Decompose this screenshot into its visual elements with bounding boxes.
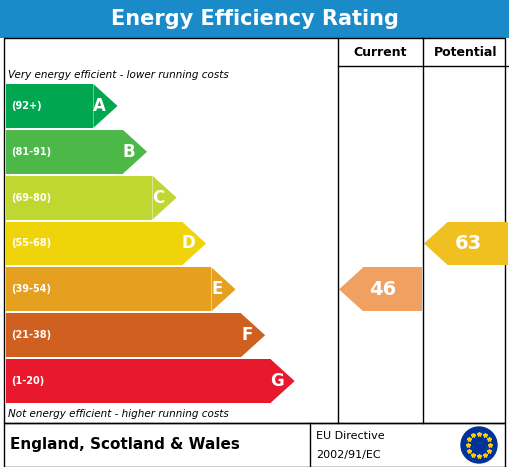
- Bar: [6, 84, 93, 128]
- Bar: [6, 268, 211, 311]
- Bar: [448, 221, 508, 265]
- Text: Not energy efficient - higher running costs: Not energy efficient - higher running co…: [8, 409, 229, 419]
- Text: B: B: [123, 143, 135, 161]
- Text: F: F: [241, 326, 252, 344]
- Text: E: E: [212, 280, 223, 298]
- Text: (21-38): (21-38): [11, 330, 51, 340]
- Bar: [6, 359, 270, 403]
- Text: (69-80): (69-80): [11, 193, 51, 203]
- Polygon shape: [424, 221, 448, 265]
- Polygon shape: [182, 221, 206, 265]
- Bar: [6, 130, 123, 174]
- Polygon shape: [270, 359, 295, 403]
- Text: (55-68): (55-68): [11, 239, 51, 248]
- Bar: [363, 268, 422, 311]
- Bar: [4, 423, 505, 467]
- Circle shape: [461, 427, 497, 463]
- Text: Current: Current: [354, 45, 407, 58]
- Bar: [6, 176, 152, 219]
- Polygon shape: [152, 176, 177, 219]
- Text: A: A: [93, 97, 106, 115]
- Text: (92+): (92+): [11, 101, 42, 111]
- Polygon shape: [241, 313, 265, 357]
- Text: Very energy efficient - lower running costs: Very energy efficient - lower running co…: [8, 70, 229, 80]
- Bar: [4, 38, 505, 423]
- Text: C: C: [152, 189, 164, 206]
- Text: EU Directive: EU Directive: [316, 431, 385, 441]
- Polygon shape: [211, 268, 236, 311]
- Polygon shape: [93, 84, 118, 128]
- Polygon shape: [339, 268, 363, 311]
- Text: Energy Efficiency Rating: Energy Efficiency Rating: [110, 9, 399, 29]
- Text: 46: 46: [370, 280, 397, 299]
- Bar: [0, 0, 509, 38]
- Text: (81-91): (81-91): [11, 147, 51, 157]
- Polygon shape: [123, 130, 147, 174]
- Text: D: D: [181, 234, 195, 253]
- Text: (39-54): (39-54): [11, 284, 51, 294]
- Text: G: G: [270, 372, 284, 390]
- Text: 63: 63: [455, 234, 482, 253]
- Text: 2002/91/EC: 2002/91/EC: [316, 450, 381, 460]
- Text: (1-20): (1-20): [11, 376, 44, 386]
- Text: Potential: Potential: [434, 45, 498, 58]
- Bar: [6, 221, 182, 265]
- Text: England, Scotland & Wales: England, Scotland & Wales: [10, 438, 240, 453]
- Bar: [6, 313, 241, 357]
